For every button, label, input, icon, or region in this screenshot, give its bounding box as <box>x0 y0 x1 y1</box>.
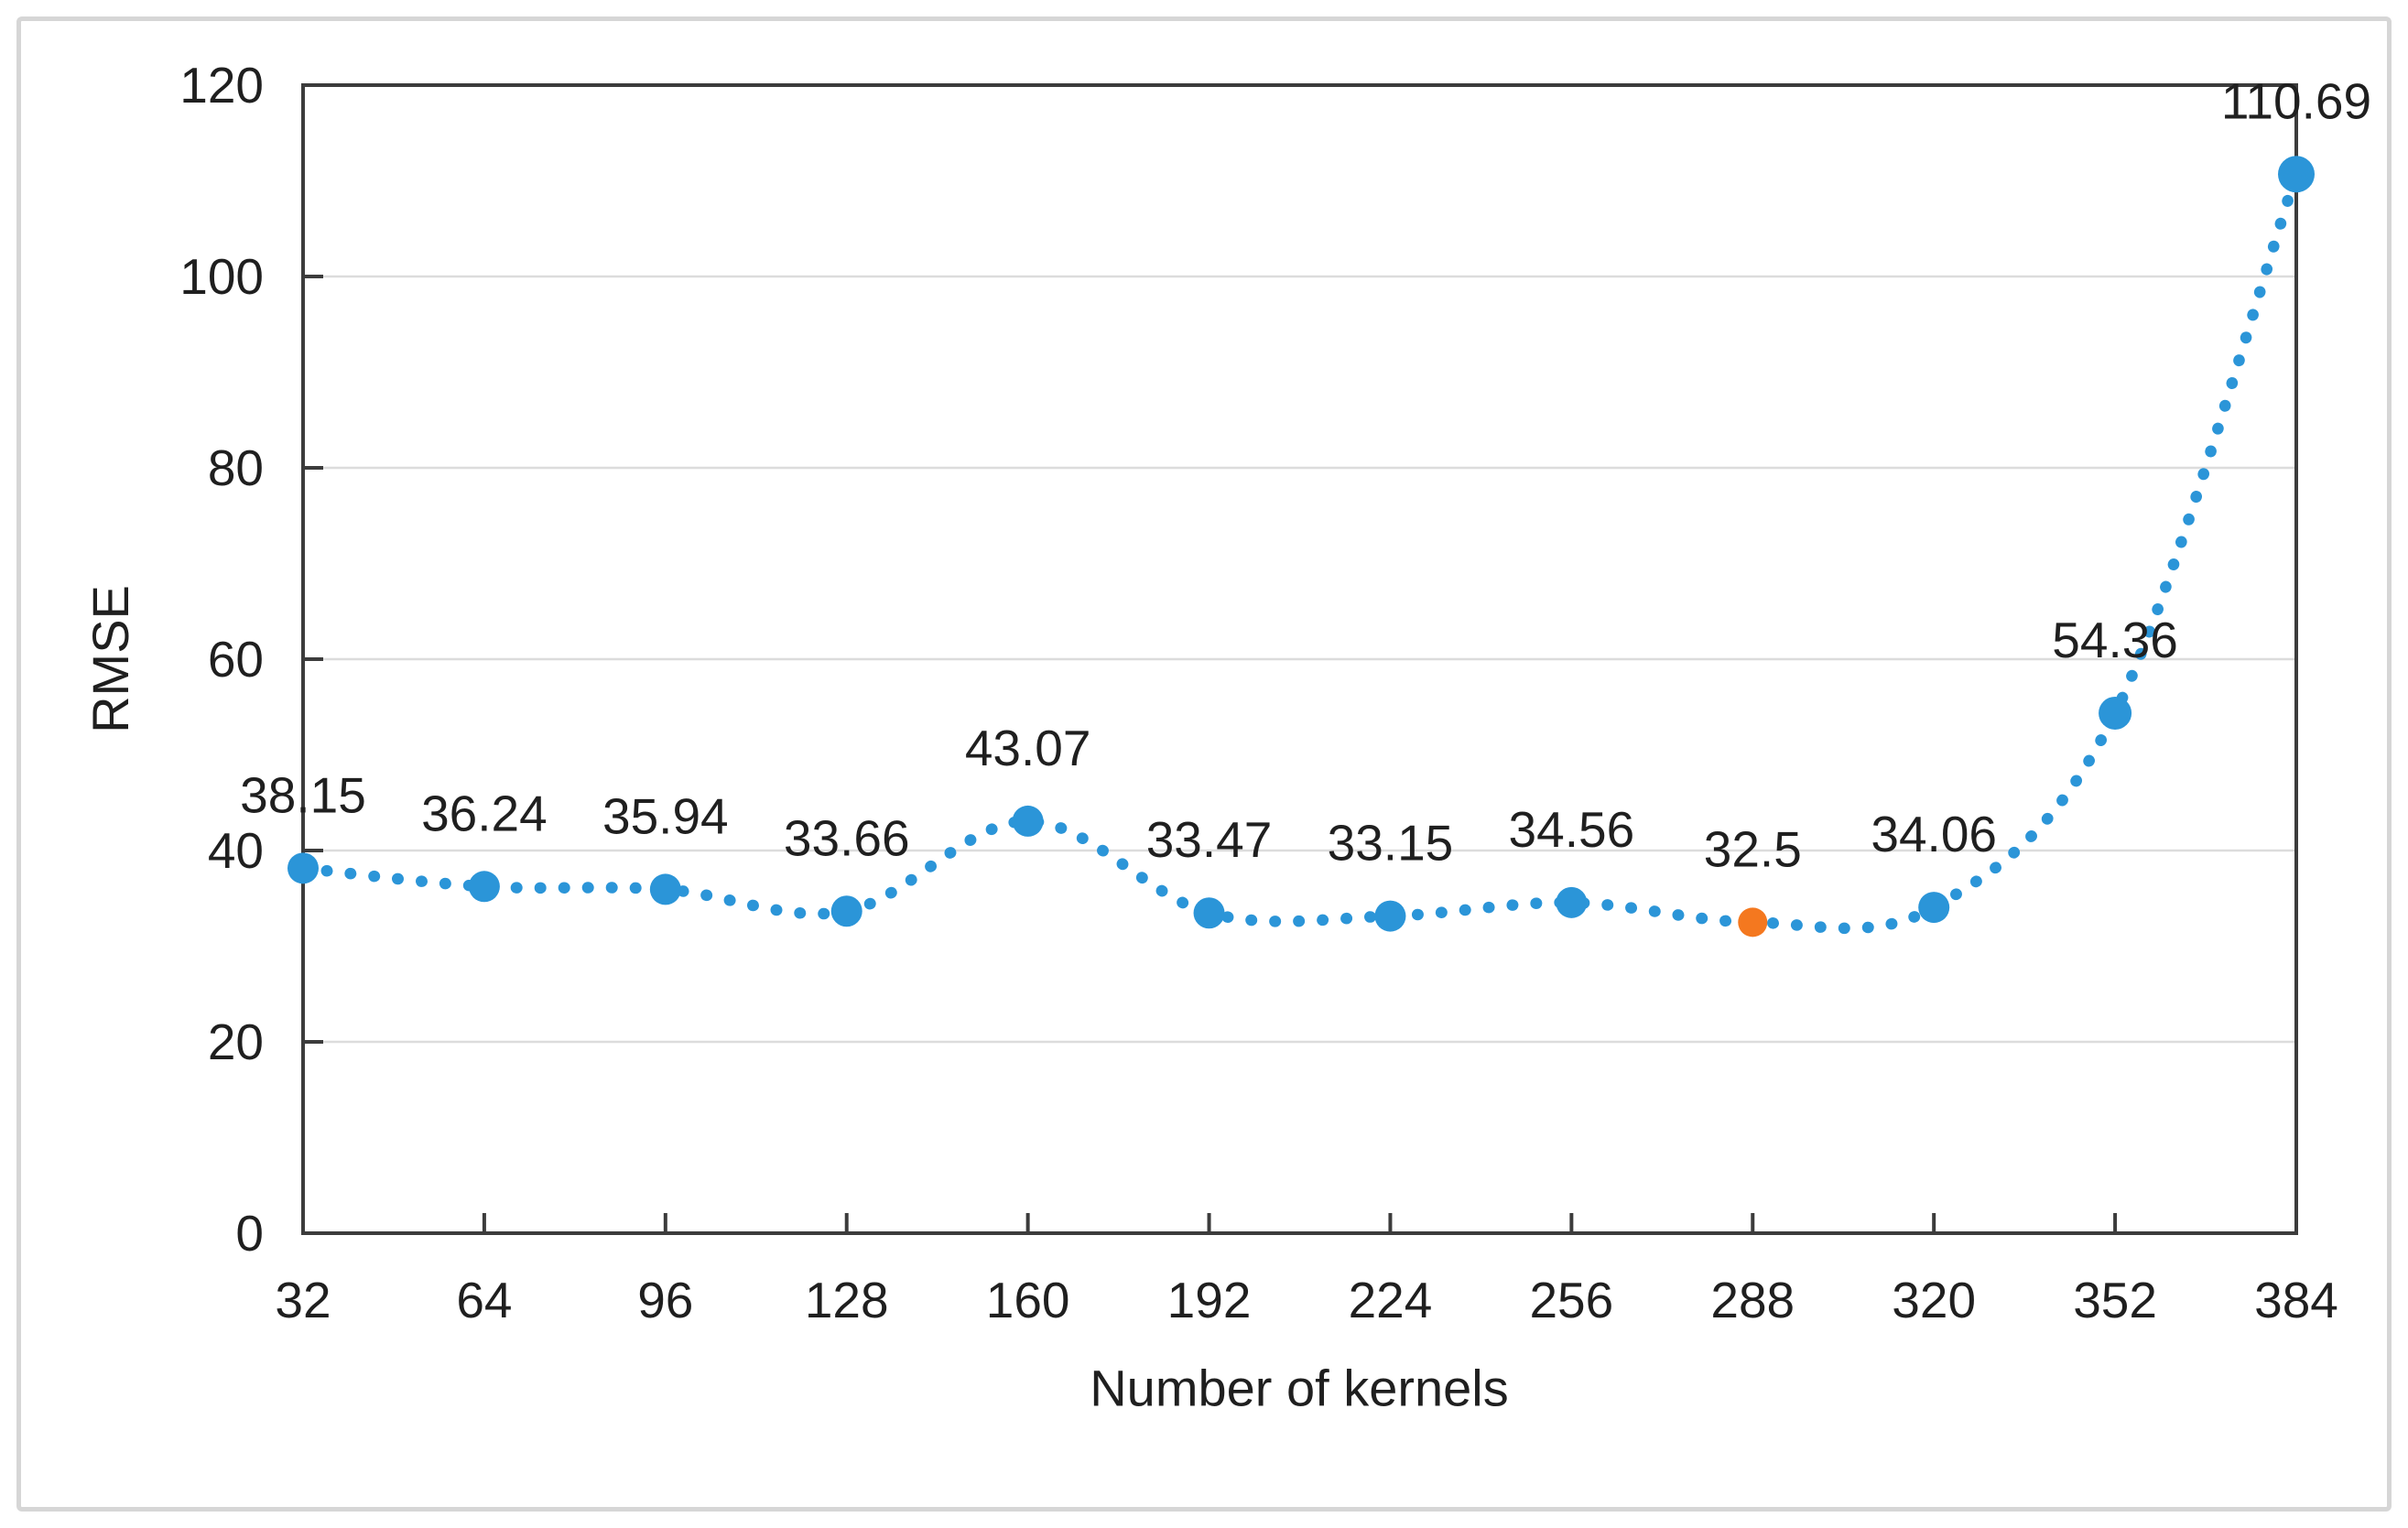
data-point-labels: 38.15 36.24 35.94 33.66 43.07 33.47 33.15 34.56… <box>240 72 2371 877</box>
y-tick-label-120: 120 <box>179 57 264 114</box>
y-axis-title: RMSE <box>81 585 139 733</box>
gridlines <box>303 275 2296 1044</box>
data-point-markers <box>287 156 2315 937</box>
data-label-128: 33.66 <box>784 809 910 866</box>
data-point-352 <box>2099 696 2132 730</box>
y-tick-label-40: 40 <box>208 822 264 879</box>
data-label-64: 36.24 <box>421 785 548 841</box>
data-point-256 <box>1556 886 1588 918</box>
x-tick-label-192: 192 <box>1167 1272 1252 1328</box>
y-tick-label-100: 100 <box>179 248 264 305</box>
x-tick-label-288: 288 <box>1710 1272 1795 1328</box>
x-tick-label-64: 64 <box>456 1272 512 1328</box>
data-label-224: 33.15 <box>1328 815 1454 872</box>
rmse-dotted-curve <box>297 168 2303 935</box>
data-label-96: 35.94 <box>602 787 729 844</box>
x-tick-label-320: 320 <box>1892 1272 1976 1328</box>
axis-ticks <box>303 275 2118 1233</box>
data-label-32: 38.15 <box>240 766 366 823</box>
x-tick-label-384: 384 <box>2254 1272 2338 1328</box>
data-label-160: 43.07 <box>965 720 1091 776</box>
x-tick-label-96: 96 <box>637 1272 693 1328</box>
data-point-384 <box>2278 156 2315 193</box>
data-label-288: 32.5 <box>1704 820 1802 877</box>
data-point-64 <box>468 871 500 903</box>
x-axis-title: Number of kernels <box>1090 1360 1509 1417</box>
data-point-224 <box>1374 900 1406 932</box>
data-point-128 <box>830 895 862 927</box>
figure-frame <box>16 16 2392 1512</box>
x-tick-label-160: 160 <box>986 1272 1070 1328</box>
data-point-320 <box>1918 892 1950 924</box>
data-point-96 <box>649 873 681 905</box>
x-tick-label-128: 128 <box>805 1272 889 1328</box>
y-tick-label-80: 80 <box>208 439 264 496</box>
data-label-320: 34.06 <box>1871 806 1997 862</box>
y-axis-tick-labels: 0 20 40 60 80 100 120 <box>179 57 264 1262</box>
data-label-384: 110.69 <box>2221 72 2371 129</box>
x-tick-label-256: 256 <box>1529 1272 1613 1328</box>
data-point-32 <box>287 852 319 884</box>
data-label-352: 54.36 <box>2052 612 2178 668</box>
y-tick-label-0: 0 <box>235 1205 264 1262</box>
x-tick-label-224: 224 <box>1349 1272 1433 1328</box>
data-point-highlight-288 <box>1738 907 1768 937</box>
x-tick-label-32: 32 <box>275 1272 331 1328</box>
y-tick-label-20: 20 <box>208 1013 264 1070</box>
series-dotted-line <box>297 168 2303 935</box>
data-point-160 <box>1012 805 1044 837</box>
data-label-192: 33.47 <box>1146 811 1273 868</box>
x-axis-tick-labels: 32 64 96 128 160 192 224 256 288 320 352 384 <box>275 1272 2337 1328</box>
data-label-256: 34.56 <box>1509 801 1635 858</box>
data-point-192 <box>1193 897 1225 929</box>
y-tick-label-60: 60 <box>208 631 264 688</box>
x-tick-label-352: 352 <box>2073 1272 2157 1328</box>
